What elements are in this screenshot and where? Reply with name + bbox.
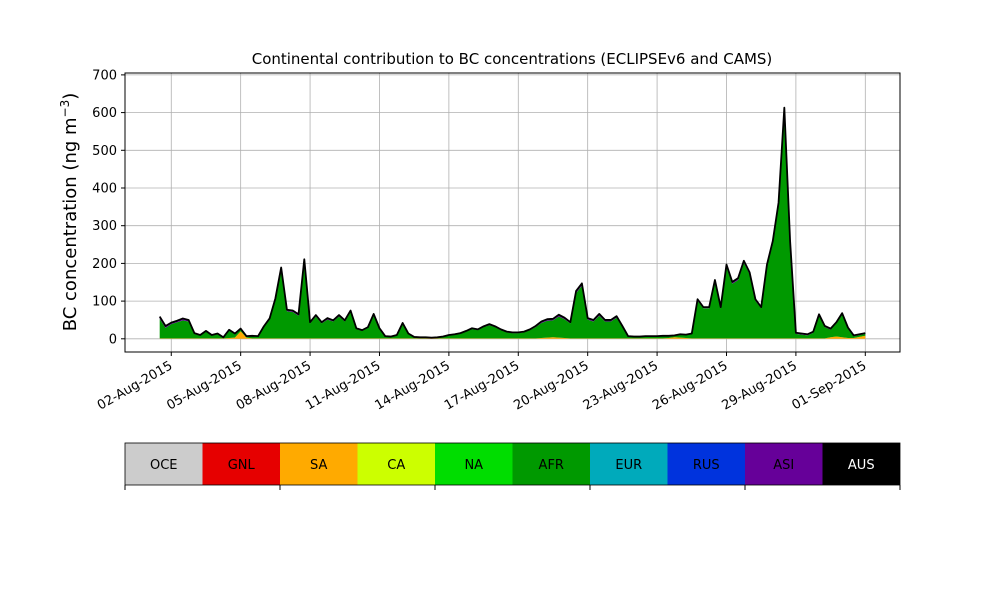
- y-tick-label: 700: [92, 68, 117, 83]
- legend-label-ca: CA: [387, 458, 405, 473]
- y-axis-ticks: 0 100 200 300 400 500 600 700: [92, 68, 125, 347]
- grid-lines: [125, 73, 900, 352]
- legend-swatch-afr: [512, 443, 590, 485]
- legend-label-na: NA: [464, 458, 483, 473]
- chart-title: Continental contribution to BC concentra…: [252, 50, 773, 68]
- y-tick-label: 200: [92, 257, 117, 272]
- legend-colorbar: OCE GNL SA CA NA AFR EUR RUS ASI AUS: [124, 442, 901, 490]
- legend-swatch-rus: [667, 443, 745, 485]
- stacked-areas: [158, 106, 866, 339]
- legend-swatch-asi: [745, 443, 823, 485]
- legend-swatch-oce: [125, 443, 203, 485]
- plot-frame: [124, 72, 901, 353]
- y-tick-label: 0: [109, 332, 117, 347]
- legend-label-asi: ASI: [773, 458, 794, 473]
- legend-swatch-ca: [357, 443, 435, 485]
- axes: [124, 72, 901, 353]
- area-sa: [159, 331, 866, 339]
- y-tick-label: 400: [92, 181, 117, 196]
- legend-swatch-sa: [280, 443, 358, 485]
- legend-label-rus: RUS: [693, 458, 720, 473]
- y-tick-label: 100: [92, 295, 117, 310]
- legend-swatch-gnl: [202, 443, 280, 485]
- legend-label-afr: AFR: [539, 458, 564, 473]
- y-axis-label: BC concentration (ng m−3): [58, 93, 81, 332]
- y-tick-label: 300: [92, 219, 117, 234]
- legend-label-aus: AUS: [848, 458, 875, 473]
- legend-swatch-aus: [822, 443, 900, 485]
- legend-label-sa: SA: [310, 458, 327, 473]
- y-axis-label-text: BC concentration (ng m: [60, 117, 81, 331]
- legend-swatch-eur: [590, 443, 668, 485]
- legend-swatch-na: [435, 443, 513, 485]
- legend-label-eur: EUR: [615, 458, 642, 473]
- legend-frame: [124, 442, 901, 486]
- y-tick-label: 600: [92, 106, 117, 121]
- y-axis-label-exponent: −3: [58, 100, 72, 118]
- total-outline: [158, 106, 866, 339]
- legend-label-oce: OCE: [150, 458, 178, 473]
- legend-label-gnl: GNL: [228, 458, 256, 473]
- y-tick-label: 500: [92, 144, 117, 159]
- y-axis-label-close: ): [60, 93, 81, 100]
